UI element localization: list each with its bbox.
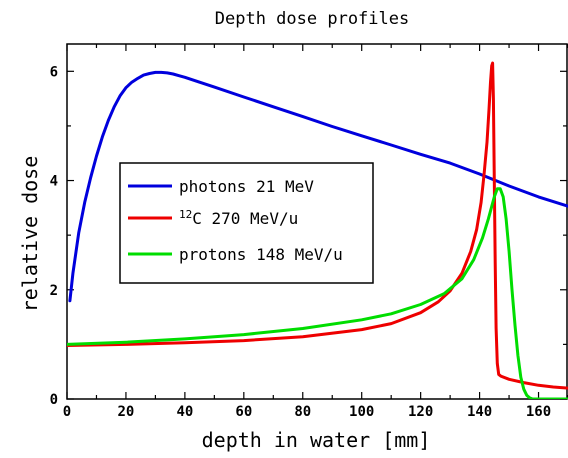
x-tick-label: 20 [118,404,135,420]
y-tick-label: 6 [50,64,58,80]
x-tick-label: 40 [176,404,193,420]
y-tick-label: 4 [50,174,58,190]
x-axis-label: depth in water [mm] [202,428,431,452]
x-tick-label: 160 [526,404,551,420]
x-tick-label: 0 [63,404,71,420]
legend-label-3: protons 148 MeV/u [179,245,343,264]
x-tick-label: 140 [467,404,492,420]
legend-label-1: photons 21 MeV [179,177,314,196]
chart-title: Depth dose profiles [215,9,409,29]
y-tick-label: 2 [50,283,58,299]
x-tick-label: 120 [408,404,433,420]
x-tick-label: 100 [349,404,374,420]
y-axis-label: relative dose [18,156,42,313]
legend: photons 21 MeV 12C 270 MeV/u protons 148 M… [120,163,373,283]
x-tick-label: 60 [235,404,252,420]
legend-label-2: 12C 270 MeV/u [179,208,298,229]
x-tick-label: 80 [294,404,311,420]
y-tick-label: 0 [50,392,58,408]
